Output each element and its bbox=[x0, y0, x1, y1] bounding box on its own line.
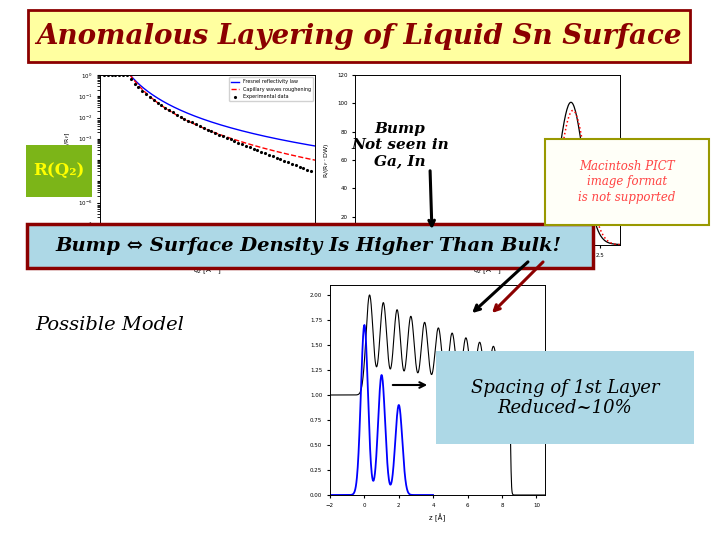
Legend: Fresnel reflectivity law, Capillary waves roughening, Experimental data: Fresnel reflectivity law, Capillary wave… bbox=[230, 77, 312, 101]
Capillary waves roughening bbox=[223, 134, 232, 140]
X-axis label: $q_z$ [Å$^{-1}$]: $q_z$ [Å$^{-1}$] bbox=[473, 263, 502, 276]
Fresnel reflectivity law bbox=[96, 72, 104, 78]
Capillary waves roughening bbox=[311, 157, 320, 164]
Fresnel reflectivity law bbox=[311, 143, 320, 149]
Experimental data bbox=[307, 168, 315, 174]
FancyBboxPatch shape bbox=[28, 10, 690, 62]
Text: Anomalous Layering of Liquid Sn Surface: Anomalous Layering of Liquid Sn Surface bbox=[36, 23, 682, 50]
Capillary waves roughening bbox=[96, 72, 104, 78]
Text: Spacing of 1st Layer
Reduced~10%: Spacing of 1st Layer Reduced~10% bbox=[471, 379, 660, 417]
X-axis label: $q_z$ [Å$^{-1}$]: $q_z$ [Å$^{-1}$] bbox=[193, 263, 222, 276]
Experimental data bbox=[122, 72, 131, 78]
Experimental data bbox=[138, 88, 147, 94]
Experimental data bbox=[99, 72, 108, 78]
Text: Possible Model: Possible Model bbox=[35, 316, 184, 334]
X-axis label: z [Å]: z [Å] bbox=[429, 513, 446, 522]
FancyBboxPatch shape bbox=[27, 224, 593, 268]
Capillary waves roughening bbox=[228, 136, 236, 142]
Capillary waves roughening bbox=[224, 134, 233, 140]
Line: Fresnel reflectivity law: Fresnel reflectivity law bbox=[100, 75, 315, 146]
Text: R(Q₂): R(Q₂) bbox=[33, 163, 85, 179]
FancyBboxPatch shape bbox=[436, 351, 694, 444]
Text: Macintosh PICT
image format
is not supported: Macintosh PICT image format is not suppo… bbox=[578, 160, 675, 204]
Capillary waves roughening bbox=[96, 72, 105, 78]
Experimental data bbox=[284, 159, 292, 165]
Fresnel reflectivity law bbox=[224, 124, 233, 130]
FancyBboxPatch shape bbox=[26, 145, 92, 197]
Capillary waves roughening bbox=[291, 153, 300, 159]
Fresnel reflectivity law bbox=[228, 125, 236, 131]
FancyBboxPatch shape bbox=[545, 139, 709, 225]
Experimental data bbox=[303, 166, 312, 173]
Fresnel reflectivity law bbox=[96, 72, 105, 78]
Fresnel reflectivity law bbox=[223, 124, 232, 130]
Capillary waves roughening bbox=[277, 150, 286, 156]
Line: Experimental data: Experimental data bbox=[102, 73, 312, 173]
Y-axis label: R/(R$_F \cdot$DW): R/(R$_F \cdot$DW) bbox=[323, 143, 331, 178]
Fresnel reflectivity law bbox=[277, 137, 286, 143]
Text: Bump
Not seen in
Ga, In: Bump Not seen in Ga, In bbox=[351, 122, 449, 168]
Line: Capillary waves roughening: Capillary waves roughening bbox=[100, 75, 315, 160]
Text: Bump ⇔ Surface Density Is Higher Than Bulk!: Bump ⇔ Surface Density Is Higher Than Bu… bbox=[55, 237, 561, 255]
Experimental data bbox=[176, 113, 185, 120]
Y-axis label: Reflectivity [R/R$_F$]: Reflectivity [R/R$_F$] bbox=[63, 132, 72, 188]
Experimental data bbox=[150, 97, 158, 103]
Fresnel reflectivity law bbox=[291, 139, 300, 146]
